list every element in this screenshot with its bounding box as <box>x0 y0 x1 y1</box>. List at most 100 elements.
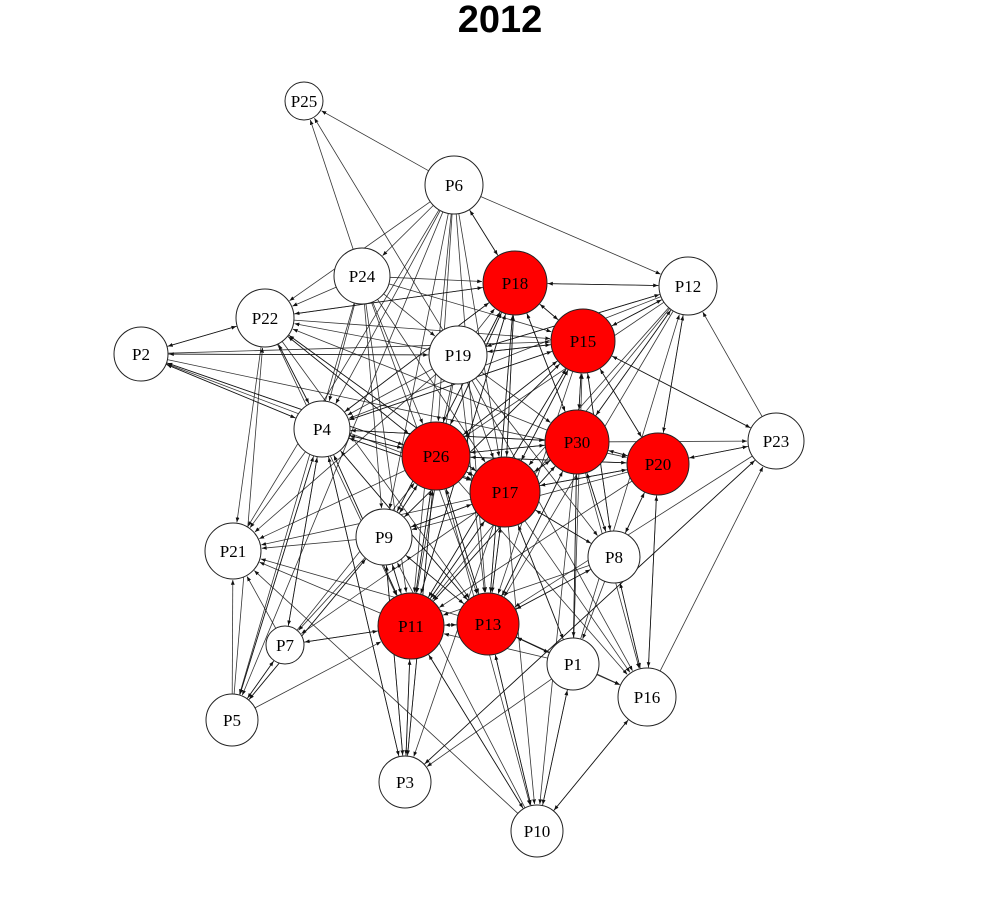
node-label: P25 <box>291 92 317 111</box>
edge-p24-p4 <box>328 302 356 402</box>
node-label: P24 <box>349 267 376 286</box>
edge-p30-p10 <box>538 473 575 805</box>
node-circle <box>205 693 259 747</box>
node-label: P26 <box>423 447 449 466</box>
edge-p2-p22 <box>166 325 237 347</box>
node-circle <box>510 804 564 858</box>
edge-p5-p9 <box>248 559 366 701</box>
edge-p4-p22 <box>278 344 310 405</box>
chart-title: 2012 <box>457 0 543 41</box>
edge-p8-p20 <box>624 492 645 534</box>
node-circle <box>587 530 641 584</box>
node-label: P15 <box>570 332 596 351</box>
node-circle <box>626 432 690 496</box>
node-circle <box>265 625 305 665</box>
node-p9: P9 <box>355 508 413 566</box>
edge-p10-p13 <box>494 655 532 806</box>
node-p17: P17 <box>469 456 541 528</box>
edge-p24-p26 <box>372 301 424 424</box>
edge-p6-p21 <box>247 209 440 527</box>
edge-p9-p21 <box>261 539 357 550</box>
edge-p13-p18 <box>490 315 514 594</box>
node-label: P30 <box>564 433 590 452</box>
edge-p12-p4 <box>348 296 662 419</box>
edge-p7-p4 <box>287 457 319 627</box>
edge-p16-p23 <box>659 466 764 672</box>
node-label: P13 <box>475 615 501 634</box>
node-circle <box>235 288 295 348</box>
nodes-layer: P25 P6 P24 P22 P2 P18 P12 P15 P19 P4 P26 P30 P20 P23 P… <box>113 81 805 858</box>
edge-p17-p30 <box>533 460 551 473</box>
edge-p10-p1 <box>542 690 569 806</box>
node-p8: P8 <box>587 530 641 584</box>
edge-p8-p30 <box>586 473 607 533</box>
edge-p20-p12 <box>662 315 685 434</box>
edge-p6-p12 <box>480 196 661 275</box>
node-p21: P21 <box>204 522 262 580</box>
node-p24: P24 <box>333 247 391 305</box>
node-circle <box>401 421 471 491</box>
edge-p23-p20 <box>689 446 749 459</box>
edge-p19-p18 <box>475 308 495 333</box>
node-circle <box>428 325 488 385</box>
node-p18: P18 <box>482 250 548 316</box>
edge-p13-p8 <box>515 569 591 610</box>
edge-p24-p5 <box>239 302 355 695</box>
node-p30: P30 <box>544 409 610 475</box>
node-p15: P15 <box>550 308 616 374</box>
edge-p3-p4 <box>327 457 400 757</box>
edge-p22-p13 <box>281 341 470 599</box>
node-label: P21 <box>220 542 246 561</box>
edge-p1-p16 <box>596 674 620 686</box>
edge-p19-p26 <box>442 383 453 422</box>
edge-p17-p7 <box>301 511 477 634</box>
edge-p17-p18 <box>506 315 516 458</box>
edge-p30-p12 <box>595 310 671 417</box>
edge-p10-p21 <box>254 570 519 814</box>
node-circle <box>333 247 391 305</box>
edge-p6-p24 <box>382 205 434 256</box>
edge-p11-p26 <box>415 490 433 594</box>
edge-p6-p11 <box>412 213 452 593</box>
node-p11: P11 <box>377 592 445 660</box>
node-p19: P19 <box>428 325 488 385</box>
node-p13: P13 <box>456 592 520 656</box>
edge-p13-p17 <box>491 527 502 594</box>
edge-p17-p26 <box>466 471 475 477</box>
node-label: P11 <box>398 617 424 636</box>
node-circle <box>658 256 718 316</box>
edge-p13-p26 <box>445 489 480 595</box>
edge-p26-p4 <box>350 434 403 449</box>
node-label: P20 <box>645 455 671 474</box>
edge-p6-p25 <box>321 110 429 172</box>
edge-p30-p26 <box>470 444 546 454</box>
node-circle <box>469 456 541 528</box>
node-p1: P1 <box>546 637 600 691</box>
node-circle <box>482 250 548 316</box>
edge-p4-p21 <box>249 451 306 528</box>
edge-p9-p26 <box>398 485 418 514</box>
node-p23: P23 <box>747 412 805 470</box>
edge-p17-p20 <box>539 468 627 487</box>
node-p22: P22 <box>235 288 295 348</box>
node-p25: P25 <box>284 81 324 121</box>
edge-p24-p18 <box>389 276 483 284</box>
edge-p13-p9 <box>405 555 465 605</box>
edge-p16-p20 <box>648 495 659 669</box>
edge-p17-p10 <box>507 526 536 805</box>
edge-p19-p22 <box>294 322 430 350</box>
edge-p6-p26 <box>436 213 453 422</box>
node-p3: P3 <box>378 755 432 809</box>
edge-p5-p21 <box>230 579 235 695</box>
edge-p2-p15 <box>167 340 551 354</box>
edge-p4-p2 <box>166 364 297 419</box>
edge-p3-p11 <box>405 659 412 757</box>
edge-p1-p30 <box>573 474 579 639</box>
edge-p10-p11 <box>428 654 524 810</box>
node-label: P6 <box>445 176 463 195</box>
edge-p17-p16 <box>524 520 631 673</box>
edge-p6-p13 <box>455 213 488 593</box>
edge-p15-p18 <box>539 304 559 321</box>
edge-p24-p25 <box>309 119 354 250</box>
node-p6: P6 <box>424 155 484 215</box>
